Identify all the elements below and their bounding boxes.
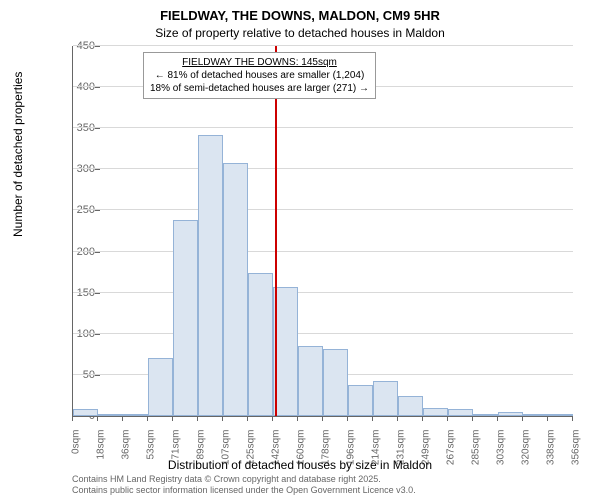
histogram-bar	[523, 414, 548, 416]
x-tick-mark	[547, 416, 548, 421]
x-tick-mark	[397, 416, 398, 421]
x-tick-mark	[222, 416, 223, 421]
histogram-bar	[198, 135, 223, 416]
histogram-bar	[223, 163, 248, 416]
annotation-line1: FIELDWAY THE DOWNS: 145sqm	[150, 56, 369, 69]
histogram-bar	[448, 409, 473, 416]
x-tick-mark	[172, 416, 173, 421]
x-tick-mark	[297, 416, 298, 421]
histogram-bar	[248, 273, 273, 416]
x-tick-mark	[572, 416, 573, 421]
histogram-bar	[73, 409, 98, 416]
marker-line	[275, 46, 277, 416]
grid-line	[73, 292, 573, 293]
x-tick-mark	[522, 416, 523, 421]
x-tick-mark	[497, 416, 498, 421]
x-axis-label: Distribution of detached houses by size …	[0, 458, 600, 472]
annotation-box: FIELDWAY THE DOWNS: 145sqm ← 81% of deta…	[143, 52, 376, 99]
grid-line	[73, 333, 573, 334]
histogram-bar	[373, 381, 398, 416]
annotation-line2: ← 81% of detached houses are smaller (1,…	[150, 69, 369, 82]
plot-area: FIELDWAY THE DOWNS: 145sqm ← 81% of deta…	[72, 46, 573, 417]
x-tick-mark	[447, 416, 448, 421]
x-tick-mark	[322, 416, 323, 421]
histogram-bar	[123, 414, 148, 416]
x-tick-mark	[372, 416, 373, 421]
x-tick-mark	[97, 416, 98, 421]
chart-title: FIELDWAY, THE DOWNS, MALDON, CM9 5HR	[0, 8, 600, 23]
x-tick-mark	[347, 416, 348, 421]
footer-line2: Contains public sector information licen…	[72, 485, 416, 496]
histogram-bar	[148, 358, 173, 416]
x-tick-mark	[272, 416, 273, 421]
grid-line	[73, 209, 573, 210]
x-tick-mark	[247, 416, 248, 421]
histogram-bar	[398, 396, 423, 416]
x-tick-mark	[147, 416, 148, 421]
grid-line	[73, 251, 573, 252]
grid-line	[73, 168, 573, 169]
grid-line	[73, 45, 573, 46]
histogram-chart: FIELDWAY, THE DOWNS, MALDON, CM9 5HR Siz…	[0, 0, 600, 500]
grid-line	[73, 127, 573, 128]
x-tick-mark	[422, 416, 423, 421]
footer-line1: Contains HM Land Registry data © Crown c…	[72, 474, 416, 485]
histogram-bar	[323, 349, 348, 416]
histogram-bar	[298, 346, 323, 416]
chart-subtitle: Size of property relative to detached ho…	[0, 26, 600, 40]
y-axis-label: Number of detached properties	[11, 72, 25, 237]
annotation-line3: 18% of semi-detached houses are larger (…	[150, 82, 369, 95]
histogram-bar	[273, 287, 298, 416]
x-tick-mark	[197, 416, 198, 421]
histogram-bar	[473, 414, 498, 416]
x-tick-mark	[122, 416, 123, 421]
histogram-bar	[173, 220, 198, 416]
histogram-bar	[548, 414, 573, 416]
histogram-bar	[98, 414, 123, 416]
x-tick-mark	[472, 416, 473, 421]
histogram-bar	[348, 385, 373, 416]
histogram-bar	[498, 412, 523, 416]
x-tick-mark	[72, 416, 73, 421]
footer-attribution: Contains HM Land Registry data © Crown c…	[72, 474, 416, 496]
histogram-bar	[423, 408, 448, 416]
